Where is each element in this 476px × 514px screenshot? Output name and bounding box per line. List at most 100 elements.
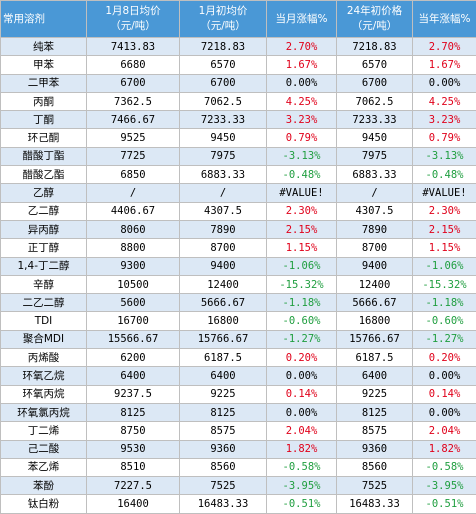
price-jan-start-cell: 7890 [180, 220, 267, 238]
price-jan8-cell: 9525 [87, 129, 180, 147]
price-jan-start-cell: 6570 [180, 56, 267, 74]
price-jan-start-cell: 9450 [180, 129, 267, 147]
solvent-name-cell: 丙烯酸 [1, 349, 87, 367]
year-change-cell: -0.48% [413, 166, 476, 184]
year-change-cell: -1.06% [413, 257, 476, 275]
price-jan8-cell: 8125 [87, 403, 180, 421]
header-price-year-start: 24年初价格 （元/吨） [337, 1, 413, 38]
price-jan8-cell: 7413.83 [87, 38, 180, 56]
solvent-name-cell: 乙二醇 [1, 202, 87, 220]
solvent-name-cell: 己二酸 [1, 440, 87, 458]
solvent-name-cell: 辛醇 [1, 275, 87, 293]
price-jan8-cell: 6700 [87, 74, 180, 92]
price-jan8-cell: 6400 [87, 367, 180, 385]
price-jan-start-cell: 15766.67 [180, 330, 267, 348]
year-change-cell: 0.20% [413, 349, 476, 367]
year-change-cell: 0.79% [413, 129, 476, 147]
month-change-cell: -1.18% [267, 294, 337, 312]
year-change-cell: 2.30% [413, 202, 476, 220]
price-jan-start-cell: 8560 [180, 458, 267, 476]
solvent-name-cell: 二甲苯 [1, 74, 87, 92]
price-jan8-cell: 7725 [87, 147, 180, 165]
price-jan8-cell: 9237.5 [87, 385, 180, 403]
month-change-cell: 0.79% [267, 129, 337, 147]
solvent-name-cell: 二乙二醇 [1, 294, 87, 312]
price-jan-start-cell: 9400 [180, 257, 267, 275]
price-jan8-cell: 15566.67 [87, 330, 180, 348]
price-jan-start-cell: 6700 [180, 74, 267, 92]
price-jan8-cell: 9530 [87, 440, 180, 458]
solvent-name-cell: 丁酮 [1, 111, 87, 129]
price-jan-start-cell: 16800 [180, 312, 267, 330]
month-change-cell: -0.58% [267, 458, 337, 476]
price-jan8-cell: 10500 [87, 275, 180, 293]
header-price-jan-start-text: 1月初均价 （元/吨） [199, 5, 248, 32]
price-year-start-cell: 6570 [337, 56, 413, 74]
month-change-cell: -0.51% [267, 495, 337, 513]
price-jan8-cell: / [87, 184, 180, 202]
year-change-cell: -0.51% [413, 495, 476, 513]
price-year-start-cell: 6400 [337, 367, 413, 385]
month-change-cell: 1.82% [267, 440, 337, 458]
price-jan-start-cell: 5666.67 [180, 294, 267, 312]
year-change-cell: 2.04% [413, 422, 476, 440]
solvent-name-cell: 环氧丙烷 [1, 385, 87, 403]
price-year-start-cell: 7062.5 [337, 92, 413, 110]
price-jan-start-cell: 12400 [180, 275, 267, 293]
header-price-jan8: 1月8日均价 （元/吨） [87, 1, 180, 38]
price-year-start-cell: 8700 [337, 239, 413, 257]
month-change-cell: -1.06% [267, 257, 337, 275]
year-change-cell: 1.15% [413, 239, 476, 257]
price-jan-start-cell: 7975 [180, 147, 267, 165]
year-change-cell: -3.95% [413, 477, 476, 495]
solvent-name-cell: 丁二烯 [1, 422, 87, 440]
price-year-start-cell: 12400 [337, 275, 413, 293]
price-year-start-cell: 7890 [337, 220, 413, 238]
year-change-cell: #VALUE! [413, 184, 476, 202]
solvent-name-cell: 钛白粉 [1, 495, 87, 513]
price-jan8-cell: 8060 [87, 220, 180, 238]
price-jan-start-cell: 6883.33 [180, 166, 267, 184]
solvent-name-cell: 醋酸丁酯 [1, 147, 87, 165]
month-change-cell: 2.04% [267, 422, 337, 440]
price-jan-start-cell: 8700 [180, 239, 267, 257]
year-change-cell: 4.25% [413, 92, 476, 110]
month-change-cell: 2.70% [267, 38, 337, 56]
price-jan8-cell: 16700 [87, 312, 180, 330]
price-jan8-cell: 6850 [87, 166, 180, 184]
price-jan-start-cell: / [180, 184, 267, 202]
year-change-cell: 0.00% [413, 367, 476, 385]
price-year-start-cell: 9225 [337, 385, 413, 403]
price-jan-start-cell: 7218.83 [180, 38, 267, 56]
solvent-name-cell: TDI [1, 312, 87, 330]
header-month-change: 当月涨幅% [267, 1, 337, 38]
month-change-cell: -0.60% [267, 312, 337, 330]
year-change-cell: -1.18% [413, 294, 476, 312]
solvent-name-cell: 苯酚 [1, 477, 87, 495]
price-year-start-cell: 7218.83 [337, 38, 413, 56]
price-year-start-cell: 16800 [337, 312, 413, 330]
solvent-name-cell: 环氧氯丙烷 [1, 403, 87, 421]
year-change-cell: -0.60% [413, 312, 476, 330]
price-jan-start-cell: 6400 [180, 367, 267, 385]
year-change-cell: -3.13% [413, 147, 476, 165]
price-year-start-cell: 5666.67 [337, 294, 413, 312]
month-change-cell: 0.00% [267, 403, 337, 421]
solvent-name-cell: 甲苯 [1, 56, 87, 74]
price-jan8-cell: 8750 [87, 422, 180, 440]
price-jan8-cell: 7227.5 [87, 477, 180, 495]
